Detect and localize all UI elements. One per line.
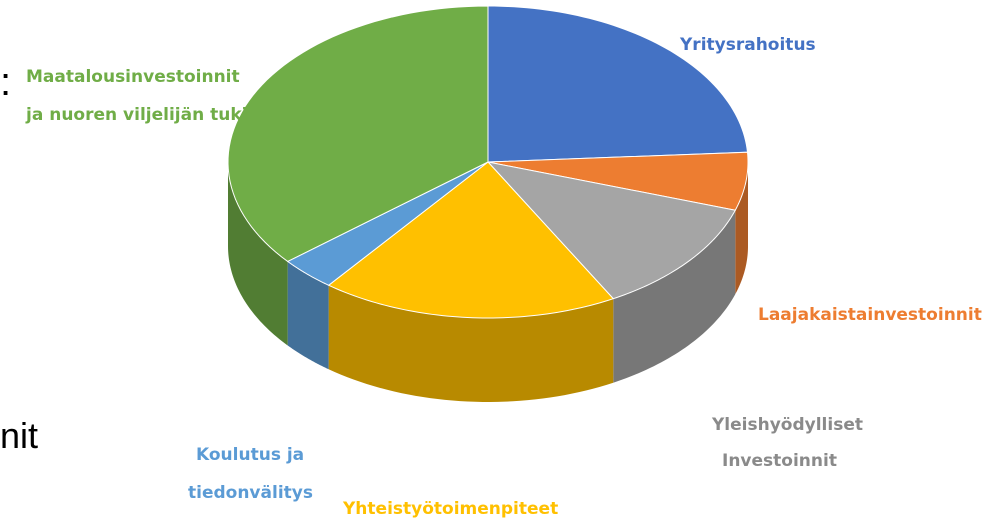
label-yleishyodylliset-1: Yleishyödylliset <box>712 414 863 436</box>
label-yhteistyotoimenpiteet: Yhteistyötoimenpiteet <box>343 498 558 520</box>
label-yritysrahoitus: Yritysrahoitus <box>680 34 816 56</box>
label-koulutus-2: tiedonvälitys <box>188 482 313 504</box>
label-maatalous-1: Maatalousinvestoinnit <box>26 66 240 88</box>
pie-slice-0 <box>488 6 747 162</box>
pie-top-faces <box>228 6 748 318</box>
label-laajakaistainvestoinnit: Laajakaistainvestoinnit <box>758 304 982 326</box>
label-koulutus-1: Koulutus ja <box>196 444 304 466</box>
label-yleishyodylliset-2: Investoinnit <box>722 450 837 472</box>
label-maatalous-2: ja nuoren viljelijän tuki <box>26 104 247 126</box>
